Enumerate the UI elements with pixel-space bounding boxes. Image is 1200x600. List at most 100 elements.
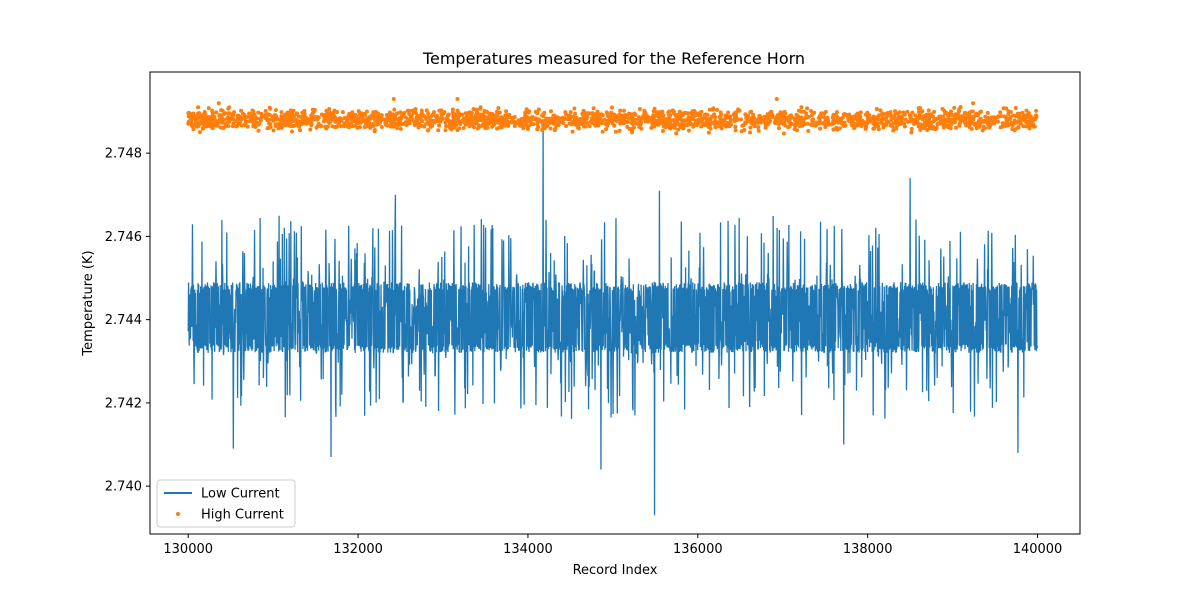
scatter-point-high-current [797,123,802,128]
scatter-point-high-current [561,121,566,126]
scatter-point-high-current [402,111,407,116]
scatter-point-high-current [692,108,697,113]
scatter-point-high-current [775,117,780,121]
scatter-point-high-current [444,124,449,129]
scatter-point-high-current [376,111,381,116]
scatter-point-high-current [196,114,201,119]
scatter-point-high-current [242,112,247,117]
scatter-point-high-current [909,130,914,135]
scatter-point-high-current [706,130,711,135]
scatter-point-high-current [341,124,346,129]
scatter-point-high-current [844,112,849,117]
scatter-point-high-current [682,118,687,123]
scatter-point-high-current [197,111,202,116]
scatter-point-high-current [644,116,649,121]
scatter-point-high-current [239,108,244,113]
y-tick-label: 2.740 [105,480,142,495]
scatter-point-high-current [915,117,920,122]
scatter-point-high-current [468,119,473,124]
scatter-point-high-current [280,115,285,120]
scatter-point-high-current [902,124,907,129]
scatter-point-high-current [331,115,336,120]
scatter-point-high-current [285,110,290,115]
scatter-point-high-current [821,114,826,119]
scatter-point-high-current [894,119,899,124]
scatter-point-high-current [540,113,545,118]
scatter-point-high-current [951,113,956,118]
scatter-point-high-current [580,111,585,116]
scatter-point-high-current [393,115,398,120]
scatter-point-high-current [309,113,314,118]
scatter-point-high-current [585,114,590,119]
scatter-point-high-current [903,117,908,122]
scatter-point-high-current [765,122,770,127]
scatter-point-high-current [685,122,690,127]
scatter-point-high-current [291,123,296,128]
scatter-point-high-current [618,108,623,113]
scatter-point-high-current [449,127,454,132]
scatter-point-high-current [786,125,791,130]
scatter-point-high-current [627,116,632,121]
scatter-point-high-current [399,113,404,118]
scatter-point-high-current [570,129,575,134]
scatter-point-high-current [217,120,222,125]
scatter-point-high-current [436,128,441,133]
scatter-point-high-current [206,106,211,111]
scatter-point-high-current [953,125,958,130]
scatter-point-high-current [631,125,636,130]
scatter-point-high-current [340,110,345,115]
scatter-point-high-current [799,115,804,120]
scatter-point-high-current [366,121,371,126]
scatter-point-high-current [983,126,988,131]
scatter-point-high-current [451,111,456,116]
scatter-point-high-current [1004,122,1009,127]
scatter-point-high-current [975,120,980,125]
scatter-point-high-current [268,122,273,127]
scatter-point-high-current [986,115,991,120]
scatter-point-high-current [398,120,403,125]
scatter-point-high-current [879,118,884,123]
scatter-point-high-current [289,114,294,119]
scatter-point-high-current [322,118,327,123]
x-tick-label: 138000 [843,542,893,557]
scatter-point-high-current [235,113,240,118]
scatter-point-high-current [694,122,699,127]
scatter-point-high-current [665,119,670,124]
scatter-point-high-current [247,119,252,124]
scatter-point-high-current [298,128,303,133]
scatter-point-high-current [273,108,278,113]
scatter-point-high-current [398,126,403,131]
scatter-point-high-current [394,122,399,127]
scatter-point-high-current [500,122,505,127]
scatter-point-high-current [894,126,899,131]
scatter-point-high-current [987,125,992,130]
scatter-point-high-current [875,115,880,120]
scatter-point-high-current [542,126,547,131]
scatter-point-high-current [596,121,601,126]
scatter-point-high-current [957,121,962,126]
scatter-point-high-current [326,110,331,115]
scatter-point-high-current [235,123,240,128]
scatter-point-high-current [455,128,460,133]
scatter-point-high-current [461,126,466,131]
x-axis-label: Record Index [573,563,658,578]
scatter-point-high-current [276,122,281,127]
scatter-point-high-current [531,122,536,127]
scatter-point-high-current [308,127,313,132]
scatter-point-high-current [925,128,930,133]
scatter-point-high-current [309,123,314,128]
scatter-point-high-current [661,113,666,118]
x-tick-label: 136000 [673,542,723,557]
scatter-point-high-current [464,113,469,118]
scatter-point-high-current [891,128,896,133]
scatter-point-high-current [674,131,679,136]
scatter-point-high-current [469,123,474,128]
scatter-point-high-current [524,120,529,125]
scatter-point-high-current [922,114,927,119]
scatter-point-high-current [766,117,771,122]
scatter-point-high-current [403,115,408,120]
scatter-point-high-current [652,106,657,111]
scatter-point-high-current [974,126,979,131]
scatter-point-high-current [956,111,961,116]
scatter-point-high-current [615,117,620,122]
